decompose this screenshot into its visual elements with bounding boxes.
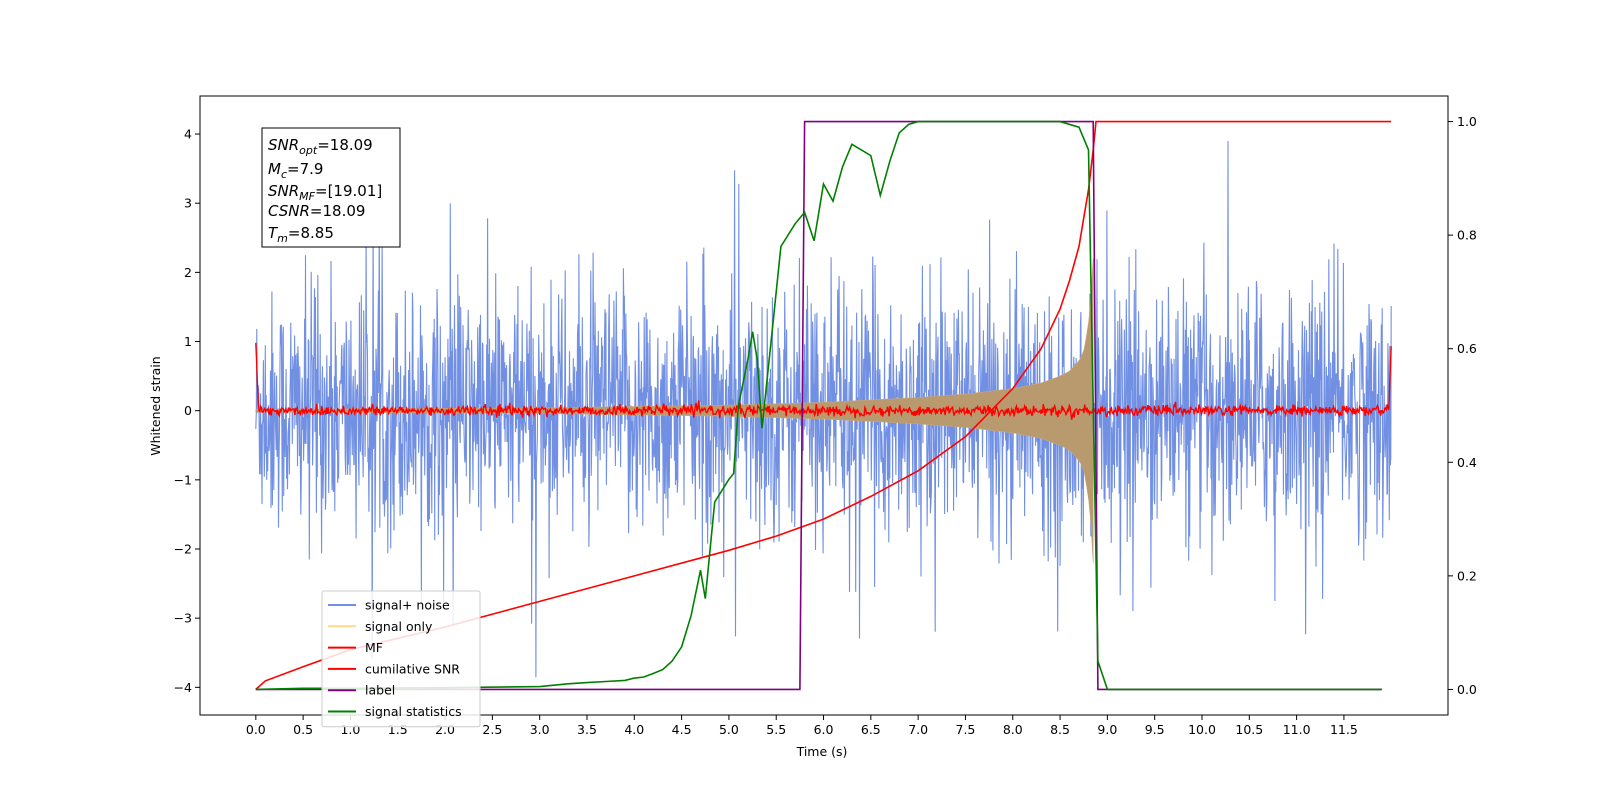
x-tick-label: 11.5 xyxy=(1330,722,1358,737)
series-signal-only xyxy=(255,258,1094,563)
y-tick-label: 3 xyxy=(184,196,192,211)
x-tick-label: 10.5 xyxy=(1235,722,1263,737)
legend-label: signal only xyxy=(365,619,433,634)
x-tick-label: 8.0 xyxy=(1003,722,1023,737)
y2-tick-label: 0.4 xyxy=(1457,455,1477,470)
legend-label: signal statistics xyxy=(365,704,462,719)
legend-label: signal+ noise xyxy=(365,598,450,613)
info-tm: Tm=8.85 xyxy=(268,224,334,245)
y-tick-label: −3 xyxy=(174,611,192,626)
x-tick-label: 0.5 xyxy=(293,722,313,737)
x-tick-label: 6.0 xyxy=(814,722,834,737)
x-tick-label: 7.0 xyxy=(908,722,928,737)
y-tick-label: 4 xyxy=(184,127,192,142)
y-tick-label: −4 xyxy=(174,680,192,695)
y-tick-label: 2 xyxy=(184,265,192,280)
x-tick-label: 6.5 xyxy=(861,722,881,737)
series-mf xyxy=(255,342,1392,420)
y2-tick-label: 0.8 xyxy=(1457,228,1477,243)
x-tick-label: 4.5 xyxy=(672,722,692,737)
y-tick-label: 1 xyxy=(184,334,192,349)
info-box: SNRopt=18.09 Mc=7.9 SNRMF=[19.01] CSNR=1… xyxy=(261,127,401,248)
y2-tick-label: 0.0 xyxy=(1457,682,1477,697)
legend: signal+ noise signal only MF cumilative SNR… xyxy=(321,590,481,728)
x-tick-label: 7.5 xyxy=(956,722,976,737)
y-tick-label: 0 xyxy=(184,403,192,418)
x-tick-label: 0.0 xyxy=(246,722,266,737)
x-tick-label: 9.5 xyxy=(1145,722,1165,737)
x-tick-label: 2.5 xyxy=(482,722,502,737)
info-snr-mf: SNRMF=[19.01] xyxy=(268,182,382,203)
info-mc: Mc=7.9 xyxy=(268,160,323,181)
x-tick-label: 10.0 xyxy=(1188,722,1216,737)
y2-tick-label: 0.6 xyxy=(1457,341,1477,356)
info-csnr: CSNR=18.09 xyxy=(268,202,365,220)
x-axis-label: Time (s) xyxy=(796,744,848,759)
y-axis-label: Whitened strain xyxy=(148,356,163,455)
x-tick-label: 8.5 xyxy=(1050,722,1070,737)
legend-label: MF xyxy=(365,640,383,655)
x-tick-label: 11.0 xyxy=(1283,722,1311,737)
y-tick-label: −1 xyxy=(174,472,192,487)
y2-tick-label: 1.0 xyxy=(1457,114,1477,129)
x-tick-label: 5.0 xyxy=(719,722,739,737)
x-tick-label: 4.0 xyxy=(624,722,644,737)
info-box-frame xyxy=(261,127,401,248)
series-signal-statistics xyxy=(255,120,1382,691)
x-tick-label: 9.0 xyxy=(1097,722,1117,737)
legend-label: label xyxy=(365,683,395,698)
legend-frame xyxy=(321,590,481,728)
legend-label: cumilative SNR xyxy=(365,661,460,676)
series-signal-noise xyxy=(255,140,1392,678)
info-snr-opt: SNRopt=18.09 xyxy=(268,136,373,157)
x-tick-label: 3.0 xyxy=(530,722,550,737)
x-tick-label: 3.5 xyxy=(577,722,597,737)
y2-tick-label: 0.2 xyxy=(1457,568,1477,583)
x-tick-label: 5.5 xyxy=(766,722,786,737)
y-tick-label: −2 xyxy=(174,542,192,557)
